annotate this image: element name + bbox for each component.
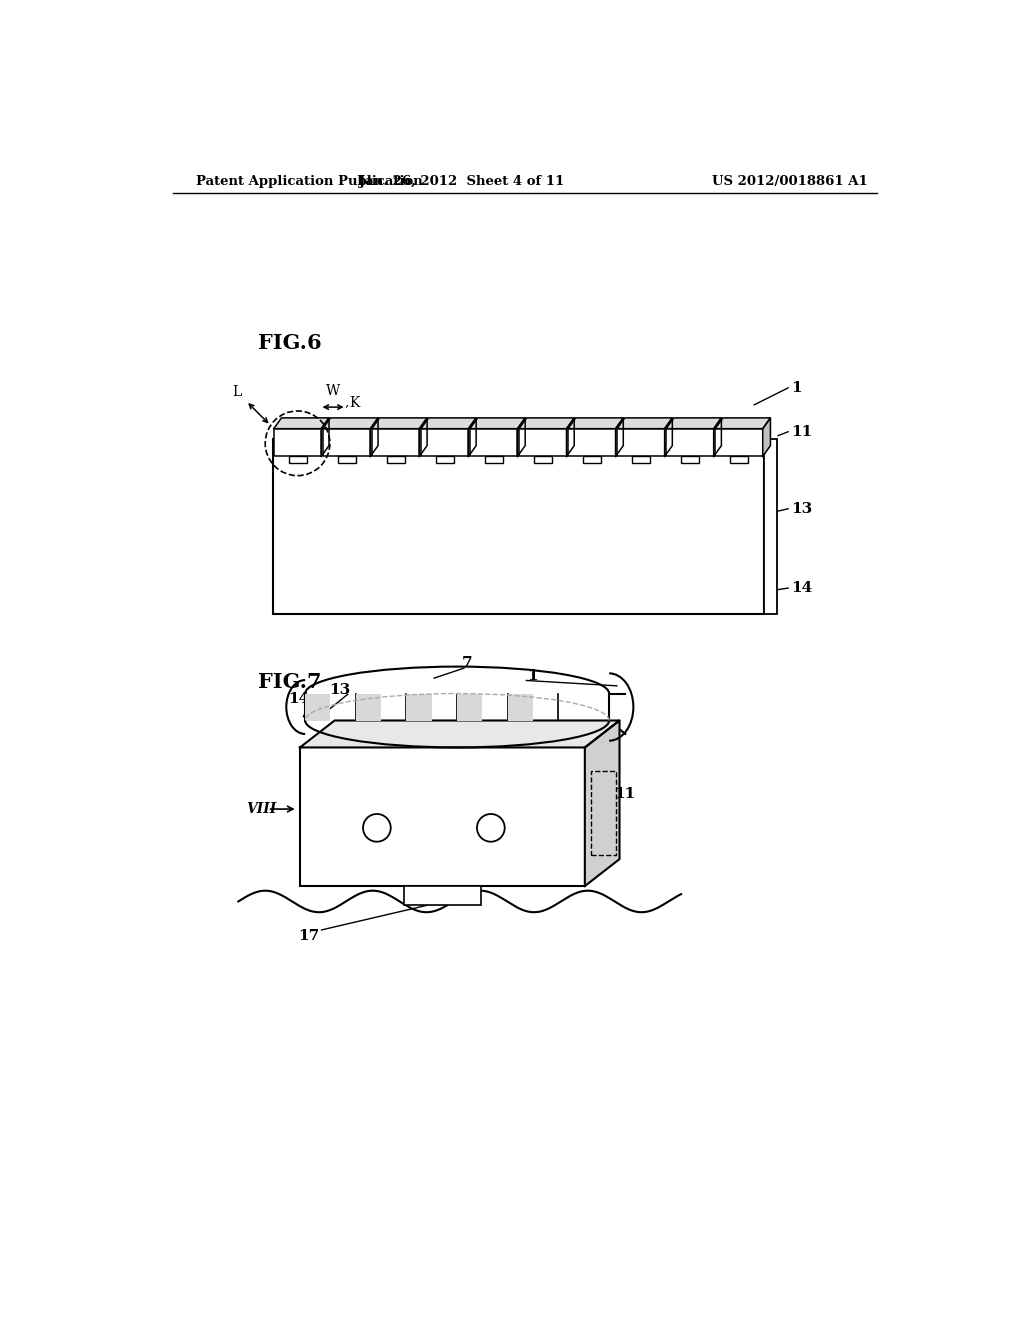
Bar [764,440,776,614]
Polygon shape [300,721,620,747]
Polygon shape [420,418,427,457]
Bar [457,693,482,721]
Text: 13: 13 [792,502,812,516]
Text: 7: 7 [462,656,472,669]
Text: FIG.6: FIG.6 [258,333,322,354]
Text: 1: 1 [792,381,802,395]
Polygon shape [568,418,624,429]
Text: L: L [232,384,242,399]
Text: VIII: VIII [246,803,276,816]
Bar [435,457,454,463]
Polygon shape [273,418,329,429]
Polygon shape [468,418,476,457]
Bar [568,429,615,457]
Bar [273,429,322,457]
Circle shape [364,814,391,842]
Bar [715,429,763,457]
Bar [355,693,381,721]
Bar [591,771,615,855]
Text: 11: 11 [614,787,635,801]
Bar [338,457,355,463]
Polygon shape [371,418,378,457]
Bar [323,429,371,457]
Polygon shape [323,418,378,429]
Text: US 2012/0018861 A1: US 2012/0018861 A1 [712,176,867,187]
Text: 11: 11 [792,425,812,438]
Bar [300,747,585,886]
Bar [403,886,481,906]
Polygon shape [615,418,624,457]
Polygon shape [715,418,770,429]
Bar [667,429,714,457]
Polygon shape [667,418,721,429]
Text: FIG.7: FIG.7 [258,672,322,692]
Bar [387,457,404,463]
Polygon shape [470,418,525,429]
Text: K: K [349,396,359,411]
Polygon shape [421,418,476,429]
Bar [372,429,420,457]
Bar [407,693,432,721]
Text: 17: 17 [298,929,319,942]
Bar [508,693,534,721]
Bar [681,457,699,463]
Polygon shape [322,418,329,457]
Circle shape [477,814,505,842]
Text: W: W [326,384,340,397]
Polygon shape [585,721,620,886]
Bar [534,457,552,463]
Text: Jan. 26, 2012  Sheet 4 of 11: Jan. 26, 2012 Sheet 4 of 11 [359,176,564,187]
Bar [617,429,665,457]
Bar [632,457,650,463]
Bar [519,429,566,457]
Polygon shape [372,418,427,429]
Bar [730,457,748,463]
Polygon shape [519,418,574,429]
Polygon shape [714,418,721,457]
Polygon shape [566,418,574,457]
Text: 14: 14 [289,692,309,706]
Text: 13: 13 [330,682,350,697]
Polygon shape [617,418,673,429]
Bar [289,457,306,463]
Bar [305,693,331,721]
Polygon shape [763,418,770,457]
Bar [484,457,503,463]
Text: Patent Application Publication: Patent Application Publication [196,176,423,187]
Text: 1: 1 [527,669,538,682]
Bar [470,429,517,457]
Bar [421,429,468,457]
Bar [273,440,764,614]
Bar [583,457,601,463]
Polygon shape [665,418,673,457]
Polygon shape [517,418,525,457]
Text: 14: 14 [792,581,812,595]
